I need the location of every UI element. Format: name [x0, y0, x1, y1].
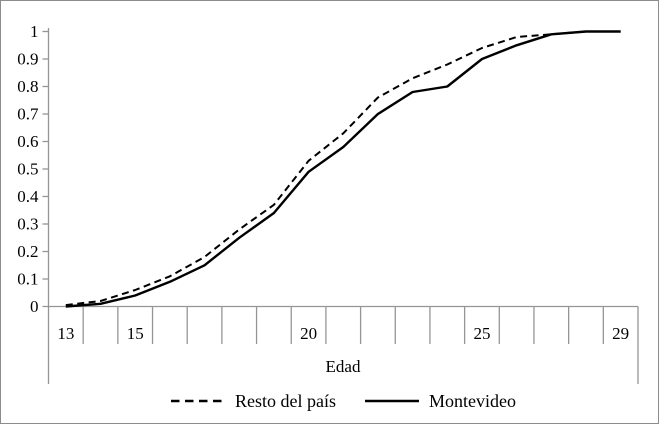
x-tick-label: 29: [612, 324, 629, 343]
y-tick-label: 0.2: [17, 242, 38, 261]
legend: Resto del país Montevideo: [48, 387, 638, 415]
series-line-montevideo: [65, 30, 621, 308]
y-tick-label: 0.9: [17, 50, 38, 69]
y-tick-label: 0.3: [17, 215, 38, 234]
y-tick-label: 1: [30, 22, 39, 41]
x-tick-label: 20: [300, 324, 317, 343]
legend-label-montevideo: Montevideo: [429, 390, 516, 411]
y-tick-label: 0.6: [17, 132, 38, 151]
legend-item-resto-del-pais: Resto del país: [170, 391, 336, 412]
solid-line-swatch: [365, 399, 419, 403]
y-tick-label: 0.7: [17, 105, 39, 124]
y-tick-label: 0.4: [17, 187, 39, 206]
x-tick-label: 15: [127, 324, 144, 343]
x-axis-title: Edad: [325, 357, 361, 376]
x-tick-label: 25: [473, 324, 490, 343]
legend-item-montevideo: Montevideo: [364, 391, 516, 412]
y-tick-label: 0.8: [17, 77, 38, 96]
dashed-line-swatch: [171, 399, 225, 403]
legend-label-resto-del-pais: Resto del país: [235, 390, 336, 411]
y-tick-label: 0: [30, 297, 39, 316]
y-tick-label: 0.5: [17, 160, 38, 179]
series-line-resto-del-pais: [65, 30, 621, 307]
y-tick-label: 0.1: [17, 270, 38, 289]
x-tick-label: 13: [57, 324, 74, 343]
